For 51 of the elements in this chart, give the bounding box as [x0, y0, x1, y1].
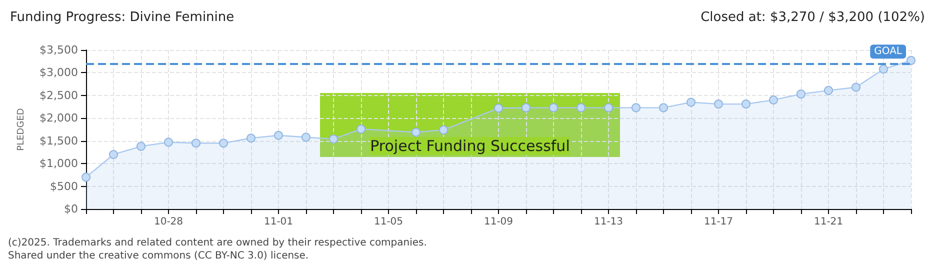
- y-tick-label: $2,000: [40, 112, 78, 125]
- y-tick-label: $2,500: [40, 88, 78, 102]
- point: [906, 56, 916, 65]
- x-tick-label: 11-01: [264, 216, 294, 228]
- point: [302, 132, 310, 142]
- y-tick-label: $500: [50, 180, 78, 193]
- point: [82, 172, 90, 182]
- ref-line-label: GOAL: [874, 46, 902, 58]
- y-tick-label: $1,000: [40, 157, 78, 170]
- text: (c)2025. Trademarks and related content are owned by their respective companies.: [8, 238, 427, 248]
- y-tick-label: $3,500: [40, 44, 78, 56]
- point: [714, 100, 723, 109]
- chart-title: Funding Progress: Divine Feminine: [10, 10, 234, 25]
- x-tick-label: 10-28: [154, 216, 184, 228]
- point: [439, 125, 448, 134]
- point: [879, 64, 888, 74]
- chart-subtitle: Closed at: $3,270 / $3,200 (102%): [700, 10, 926, 25]
- y-axis-title: PLEDGED: [16, 108, 26, 151]
- annotation: Project Funding Successful: [370, 137, 570, 155]
- point: [659, 103, 668, 112]
- point: [136, 142, 146, 151]
- x-tick-label: 11-05: [374, 216, 404, 228]
- point: [742, 100, 750, 109]
- point: [494, 104, 503, 113]
- point: [329, 134, 338, 144]
- point: [852, 82, 860, 92]
- y-tick-label: $1,500: [40, 134, 78, 148]
- point: [604, 103, 613, 112]
- x-tick-label: 11-17: [704, 216, 734, 228]
- point: [274, 130, 283, 140]
- point: [686, 98, 696, 107]
- point: [632, 103, 640, 112]
- x-tick-label: 11-09: [484, 216, 514, 228]
- y-tick-label: $3,000: [40, 66, 78, 80]
- point: [824, 86, 833, 95]
- point: [549, 103, 558, 112]
- point: [522, 103, 530, 112]
- point: [219, 138, 228, 148]
- text: Shared under the creative commons (CC BY-NC 3.0) license.: [8, 250, 309, 262]
- x-tick-label: 11-13: [594, 216, 624, 228]
- point: [769, 95, 778, 104]
- point: [356, 124, 366, 134]
- point: [192, 138, 200, 148]
- point: [164, 138, 173, 147]
- y-tick-label: $0: [64, 202, 78, 216]
- point: [576, 103, 586, 112]
- point: [246, 134, 256, 143]
- point: [412, 128, 420, 137]
- x-tick-label: 11-21: [814, 216, 844, 228]
- point: [796, 90, 806, 99]
- point: [109, 150, 118, 159]
